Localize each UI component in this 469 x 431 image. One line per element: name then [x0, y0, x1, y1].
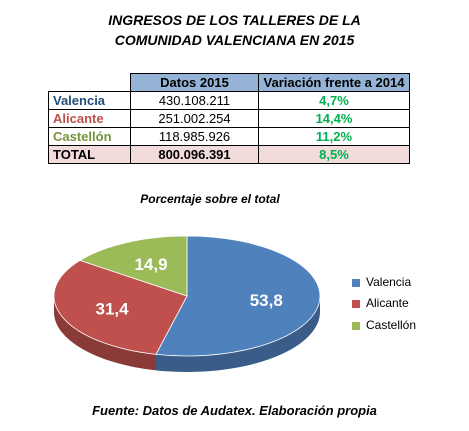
table-header-row: Datos 2015 Variación frente a 2014	[48, 73, 410, 92]
table-row-total: TOTAL 800.096.391 8,5%	[48, 145, 410, 164]
region-valencia: Valencia	[48, 91, 131, 110]
title-line-2: COMUNIDAD VALENCIANA EN 2015	[114, 32, 355, 48]
region-alicante: Alicante	[48, 109, 131, 128]
region-total: TOTAL	[48, 145, 131, 164]
datos-valencia: 430.108.211	[130, 91, 259, 110]
source-note: Fuente: Datos de Audatex. Elaboración pr…	[92, 403, 377, 418]
table-row-castellon: Castellón 118.985.926 11,2%	[48, 127, 410, 146]
header-datos: Datos 2015	[130, 73, 259, 92]
pie-slice-castellón	[79, 235, 188, 297]
region-castellon: Castellón	[48, 127, 131, 146]
pie-label-alicante: 31,4	[95, 299, 129, 318]
pie-side-valencia	[155, 296, 321, 372]
chart-title: Porcentaje sobre el total	[140, 192, 280, 206]
table-row-alicante: Alicante 251.002.254 14,4%	[48, 109, 410, 128]
legend-item-castellon: Castellón	[352, 318, 416, 332]
header-variacion: Variación frente a 2014	[258, 73, 410, 92]
pie-side-alicante	[54, 296, 156, 371]
variacion-alicante: 14,4%	[258, 109, 410, 128]
legend-label-alicante: Alicante	[366, 296, 409, 310]
legend-item-valencia: Valencia	[352, 275, 411, 289]
pie-slice-alicante	[53, 259, 188, 355]
legend-label-castellon: Castellón	[366, 318, 417, 332]
datos-total: 800.096.391	[130, 145, 259, 164]
legend-label-valencia: Valencia	[366, 275, 412, 289]
title-line-1: INGRESOS DE LOS TALLERES DE LA	[108, 12, 361, 28]
legend-swatch-valencia	[352, 278, 360, 287]
variacion-total: 8,5%	[258, 145, 410, 164]
legend-swatch-alicante	[352, 299, 360, 308]
pie-slice-valencia	[155, 235, 321, 357]
pie-label-valencia: 53,8	[250, 291, 283, 310]
legend-swatch-castellon	[352, 321, 360, 330]
revenue-table: Datos 2015 Variación frente a 2014 Valen…	[48, 73, 410, 164]
pie-label-castellón: 14,9	[134, 255, 167, 274]
legend-item-alicante: Alicante	[352, 296, 409, 310]
